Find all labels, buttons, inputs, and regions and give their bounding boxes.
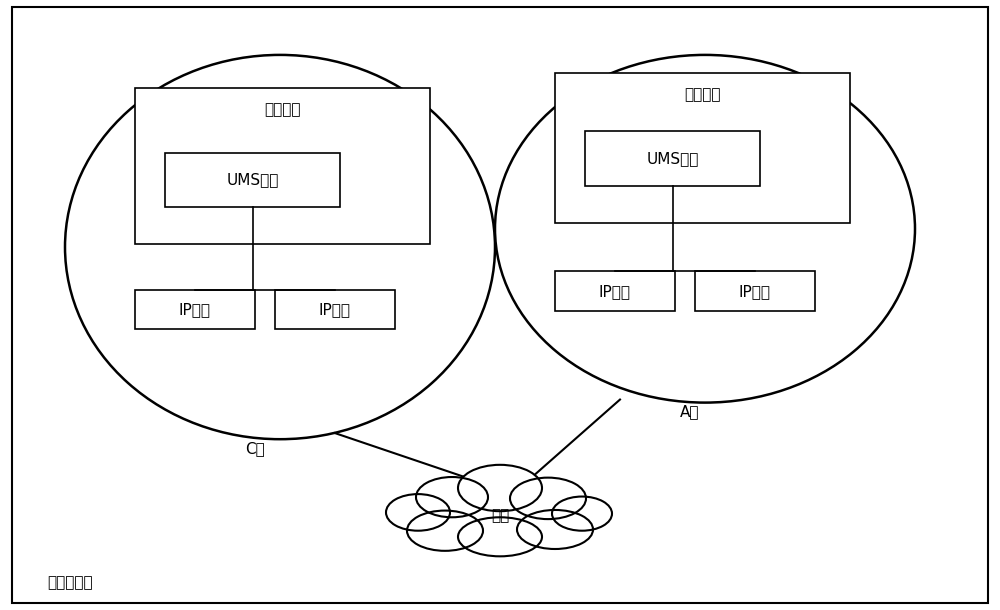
Ellipse shape (458, 465, 542, 511)
Bar (135, 88, 430, 244)
Text: 分布式系统: 分布式系统 (47, 575, 93, 590)
Text: A地: A地 (680, 404, 700, 419)
Text: UMS系统: UMS系统 (226, 173, 279, 187)
Text: UMS系统: UMS系统 (646, 151, 699, 166)
Ellipse shape (65, 55, 495, 439)
Text: 网络: 网络 (491, 508, 509, 523)
Ellipse shape (495, 55, 915, 403)
Ellipse shape (416, 477, 488, 517)
Bar (695, 271, 815, 311)
Ellipse shape (458, 517, 542, 556)
Ellipse shape (517, 510, 593, 549)
Bar (275, 290, 395, 329)
Bar (585, 131, 760, 186)
Ellipse shape (407, 511, 483, 551)
Text: 第一设备: 第一设备 (264, 102, 301, 117)
Bar (555, 73, 850, 223)
Text: 第二设备: 第二设备 (684, 87, 721, 102)
Text: IP话机: IP话机 (319, 302, 351, 317)
Text: IP话机: IP话机 (599, 284, 631, 299)
Bar (555, 271, 675, 311)
Text: IP话机: IP话机 (179, 302, 211, 317)
Bar (165, 152, 340, 207)
Ellipse shape (510, 478, 586, 519)
Text: C地: C地 (245, 441, 265, 456)
Text: IP话机: IP话机 (739, 284, 771, 299)
FancyBboxPatch shape (12, 7, 988, 603)
Ellipse shape (552, 497, 612, 531)
Bar (135, 290, 255, 329)
Ellipse shape (386, 494, 450, 531)
